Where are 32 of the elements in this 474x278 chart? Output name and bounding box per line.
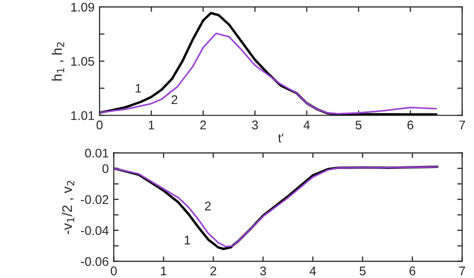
- line-series: [100, 12, 438, 116]
- x-tick-label: 6: [408, 120, 414, 130]
- x-tick-label: 4: [310, 266, 316, 276]
- y-axis-title: h$_{1}$ , h$_{2}$: [52, 42, 64, 80]
- x-tick-label: 4: [304, 120, 310, 130]
- x-tick-label: 5: [360, 266, 366, 276]
- annotation: 1: [136, 84, 142, 93]
- x-tick-label: 0: [110, 266, 117, 276]
- x-tick-label: 1: [161, 266, 166, 276]
- y-tick-label: 1.05: [71, 56, 94, 66]
- y-tick-label: 0.01: [85, 148, 108, 158]
- y-tick-label: 0: [102, 164, 108, 174]
- y-tick-label: 1.01: [71, 111, 94, 120]
- y-tick-label: 1.09: [71, 2, 94, 12]
- line-series: [100, 32, 438, 115]
- annotation: 2: [205, 202, 211, 210]
- x-tick-label: 1: [148, 120, 154, 130]
- y-tick-label: -0.04: [80, 226, 109, 235]
- y-tick-label: -0.06: [80, 257, 108, 266]
- x-tick-label: 3: [260, 266, 266, 276]
- annotation: 1: [184, 236, 190, 244]
- x-axis-title: t': [278, 134, 284, 142]
- x-tick-label: 2: [200, 120, 206, 130]
- x-tick-label: 7: [459, 266, 465, 276]
- y-axis-title: -v$_{1}$/2 , v$_{2}$: [62, 180, 74, 234]
- x-tick-label: 2: [210, 266, 216, 276]
- x-tick-label: 7: [459, 120, 465, 130]
- x-tick-label: 5: [356, 120, 362, 130]
- annotation: 2: [172, 95, 178, 104]
- x-tick-label: 3: [252, 120, 258, 130]
- y-tick-label: -0.02: [80, 195, 108, 204]
- x-tick-label: 6: [410, 266, 416, 276]
